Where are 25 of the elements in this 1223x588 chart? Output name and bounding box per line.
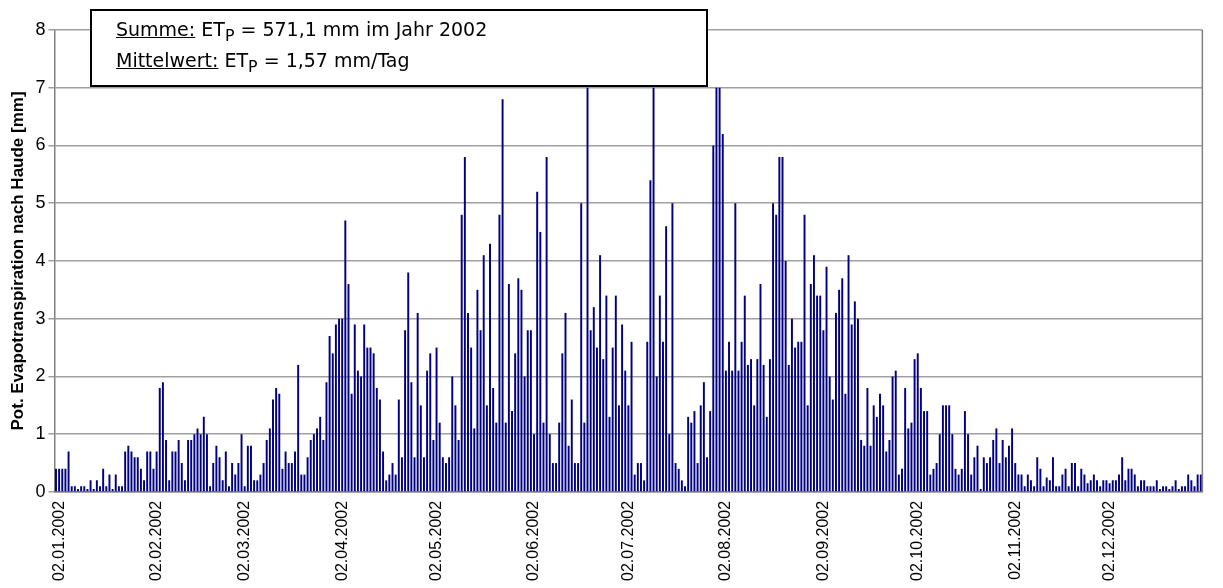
x-tick-label: 02.06.2002 [524,500,542,581]
x-tick-label: 02.10.2002 [908,500,926,581]
y-tick-label: 2 [35,365,46,386]
y-tick-label: 0 [35,480,46,501]
y-tick-label: 4 [35,249,46,270]
y-tick-label: 1 [35,423,46,444]
x-tick-label: 02.12.2002 [1099,500,1117,581]
x-tick-label: 02.03.2002 [235,500,253,581]
y-tick-label: 3 [35,307,46,328]
x-tick-label: 02.09.2002 [813,500,831,581]
x-tick-label: 02.05.2002 [426,500,444,581]
x-tick-label: 02.02.2002 [147,500,165,581]
y-tick-label: 5 [35,192,46,213]
x-tick-label: 02.01.2002 [49,500,67,581]
note-box: Summe: ET$_{P}$ = 571,1 mm im Jahr 2002 Mittelwert: ET$_{P}$ = 1,57 mm/Tag [90,9,708,87]
y-tick-label: 7 [35,76,46,97]
x-tick-label: 02.07.2002 [618,500,636,581]
annotation: Mittelwert: ET$_{P}$ = 1,57 mm/Tag [116,48,410,76]
x-tick-label: 02.11.2002 [1005,500,1023,580]
x-tick-label: 02.04.2002 [332,500,350,581]
y-tick-label: 8 [35,18,46,39]
annotation: Summe: ET$_{P}$ = 571,1 mm im Jahr 2002 [116,18,488,45]
y-axis-title: Pot. Evapotranspiration nach Haude [mm] [7,91,27,431]
x-tick-label: 02.08.2002 [716,500,734,581]
y-tick-label: 6 [35,134,46,155]
